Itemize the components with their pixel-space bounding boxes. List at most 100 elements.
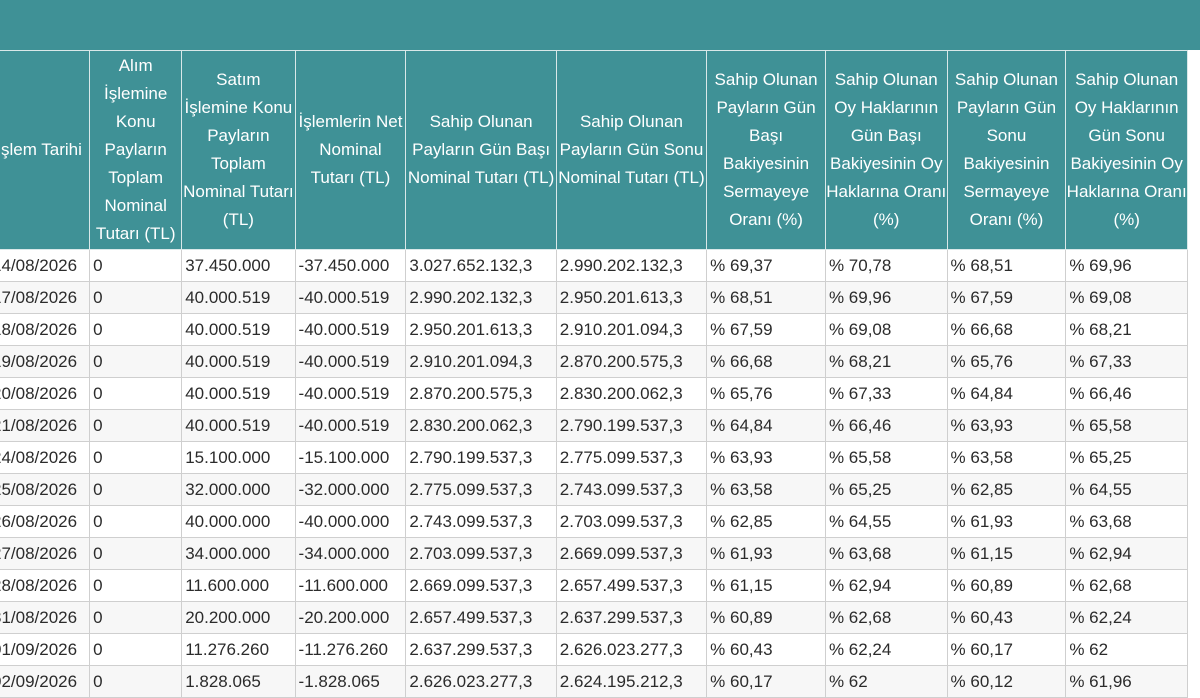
cell-start-voting-ratio: % 69,96 <box>824 281 948 314</box>
cell-end-voting-ratio: % 62 <box>1065 633 1188 666</box>
table-row: 18/08/2026 0 40.000.519 -40.000.519 2.950.20… <box>0 313 1188 346</box>
cell-date: 25/08/2026 <box>0 473 91 506</box>
col-header-end-capital-ratio: Sahip Olunan Payların Gün Sonu Bakiyesin… <box>946 50 1067 250</box>
cell-sell-nominal: 40.000.000 <box>181 505 296 538</box>
cell-start-voting-ratio: % 64,55 <box>824 505 948 538</box>
cell-start-capital-ratio: % 63,58 <box>706 473 826 506</box>
cell-start-capital-ratio: % 64,84 <box>706 409 826 442</box>
table-row: 17/08/2026 0 40.000.519 -40.000.519 2.990.20… <box>0 281 1188 314</box>
cell-start-nominal: 2.657.499.537,3 <box>405 601 557 634</box>
table-row: 24/08/2026 0 15.100.000 -15.100.000 2.790.19… <box>0 441 1188 474</box>
cell-net-nominal: -11.600.000 <box>294 569 407 602</box>
cell-end-capital-ratio: % 60,89 <box>946 569 1067 602</box>
table-row: 14/08/2026 0 37.450.000 -37.450.000 3.027.65… <box>0 249 1188 282</box>
cell-sell-nominal: 11.600.000 <box>181 569 296 602</box>
cell-buy-nominal: 0 <box>89 473 183 506</box>
cell-start-voting-ratio: % 65,25 <box>824 473 948 506</box>
cell-sell-nominal: 15.100.000 <box>181 441 296 474</box>
cell-sell-nominal: 37.450.000 <box>181 249 296 282</box>
cell-buy-nominal: 0 <box>89 313 183 346</box>
cell-buy-nominal: 0 <box>89 665 183 698</box>
cell-start-voting-ratio: % 65,58 <box>824 441 948 474</box>
table-row: 27/08/2026 0 34.000.000 -34.000.000 2.703.09… <box>0 537 1188 570</box>
header-row: İşlem Tarihi Alım İşlemine Konu Payların… <box>0 50 1188 250</box>
cell-start-nominal: 2.910.201.094,3 <box>405 345 557 378</box>
cell-net-nominal: -20.200.000 <box>294 601 407 634</box>
cell-start-nominal: 2.990.202.132,3 <box>405 281 557 314</box>
cell-start-capital-ratio: % 63,93 <box>706 441 826 474</box>
cell-buy-nominal: 0 <box>89 537 183 570</box>
cell-start-voting-ratio: % 62,24 <box>824 633 948 666</box>
cell-end-nominal: 2.830.200.062,3 <box>555 377 708 410</box>
cell-date: 20/08/2026 <box>0 377 91 410</box>
table-row: 25/08/2026 0 32.000.000 -32.000.000 2.775.09… <box>0 473 1188 506</box>
cell-sell-nominal: 1.828.065 <box>181 665 296 698</box>
cell-end-capital-ratio: % 65,76 <box>946 345 1067 378</box>
cell-date: 02/09/2026 <box>0 665 91 698</box>
cell-date: 17/08/2026 <box>0 281 91 314</box>
table-body: 14/08/2026 0 37.450.000 -37.450.000 3.027.65… <box>0 249 1188 698</box>
cell-net-nominal: -37.450.000 <box>294 249 407 282</box>
cell-end-voting-ratio: % 65,25 <box>1065 441 1188 474</box>
cell-start-capital-ratio: % 60,89 <box>706 601 826 634</box>
cell-start-voting-ratio: % 62,94 <box>824 569 948 602</box>
cell-sell-nominal: 20.200.000 <box>181 601 296 634</box>
cell-buy-nominal: 0 <box>89 505 183 538</box>
cell-start-nominal: 2.870.200.575,3 <box>405 377 557 410</box>
cell-buy-nominal: 0 <box>89 249 183 282</box>
cell-start-voting-ratio: % 69,08 <box>824 313 948 346</box>
cell-start-capital-ratio: % 69,37 <box>706 249 826 282</box>
cell-date: 19/08/2026 <box>0 345 91 378</box>
cell-start-capital-ratio: % 67,59 <box>706 313 826 346</box>
cell-end-voting-ratio: % 62,94 <box>1065 537 1188 570</box>
cell-end-voting-ratio: % 64,55 <box>1065 473 1188 506</box>
cell-end-capital-ratio: % 61,93 <box>946 505 1067 538</box>
cell-date: 31/08/2026 <box>0 601 91 634</box>
cell-net-nominal: -11.276.260 <box>294 633 407 666</box>
cell-start-capital-ratio: % 60,43 <box>706 633 826 666</box>
cell-start-nominal: 2.950.201.613,3 <box>405 313 557 346</box>
col-header-date: İşlem Tarihi <box>0 50 91 250</box>
cell-end-voting-ratio: % 62,68 <box>1065 569 1188 602</box>
cell-end-nominal: 2.637.299.537,3 <box>555 601 708 634</box>
cell-buy-nominal: 0 <box>89 601 183 634</box>
cell-buy-nominal: 0 <box>89 345 183 378</box>
col-header-net-nominal: İşlemlerin Net Nominal Tutarı (TL) <box>294 50 407 250</box>
cell-date: 27/08/2026 <box>0 537 91 570</box>
cell-start-voting-ratio: % 68,21 <box>824 345 948 378</box>
col-header-buy-nominal: Alım İşlemine Konu Payların Toplam Nomin… <box>89 50 183 250</box>
col-header-start-capital-ratio: Sahip Olunan Payların Gün Başı Bakiyesin… <box>706 50 826 250</box>
cell-start-nominal: 3.027.652.132,3 <box>405 249 557 282</box>
cell-start-capital-ratio: % 62,85 <box>706 505 826 538</box>
cell-net-nominal: -40.000.519 <box>294 281 407 314</box>
cell-sell-nominal: 40.000.519 <box>181 345 296 378</box>
cell-end-capital-ratio: % 62,85 <box>946 473 1067 506</box>
cell-buy-nominal: 0 <box>89 569 183 602</box>
cell-end-capital-ratio: % 66,68 <box>946 313 1067 346</box>
cell-net-nominal: -1.828.065 <box>294 665 407 698</box>
cell-end-voting-ratio: % 66,46 <box>1065 377 1188 410</box>
cell-end-voting-ratio: % 67,33 <box>1065 345 1188 378</box>
cell-date: 18/08/2026 <box>0 313 91 346</box>
cell-sell-nominal: 34.000.000 <box>181 537 296 570</box>
col-header-end-voting-ratio: Sahip Olunan Oy Haklarının Gün Sonu Baki… <box>1065 50 1188 250</box>
cell-end-capital-ratio: % 68,51 <box>946 249 1067 282</box>
cell-net-nominal: -15.100.000 <box>294 441 407 474</box>
cell-end-voting-ratio: % 62,24 <box>1065 601 1188 634</box>
cell-start-capital-ratio: % 65,76 <box>706 377 826 410</box>
table-row: 26/08/2026 0 40.000.000 -40.000.000 2.743.09… <box>0 505 1188 538</box>
cell-start-nominal: 2.637.299.537,3 <box>405 633 557 666</box>
cell-end-capital-ratio: % 60,17 <box>946 633 1067 666</box>
cell-net-nominal: -40.000.519 <box>294 345 407 378</box>
table-row: 20/08/2026 0 40.000.519 -40.000.519 2.870.20… <box>0 377 1188 410</box>
cell-start-capital-ratio: % 60,17 <box>706 665 826 698</box>
col-header-start-voting-ratio: Sahip Olunan Oy Haklarının Gün Başı Baki… <box>824 50 948 250</box>
cell-end-voting-ratio: % 63,68 <box>1065 505 1188 538</box>
cell-net-nominal: -32.000.000 <box>294 473 407 506</box>
cell-end-voting-ratio: % 61,96 <box>1065 665 1188 698</box>
cell-date: 14/08/2026 <box>0 249 91 282</box>
transactions-table: İşlem Tarihi Alım İşlemine Konu Payların… <box>0 50 1188 698</box>
col-header-end-nominal: Sahip Olunan Payların Gün Sonu Nominal T… <box>555 50 708 250</box>
cell-start-capital-ratio: % 61,93 <box>706 537 826 570</box>
cell-end-voting-ratio: % 65,58 <box>1065 409 1188 442</box>
